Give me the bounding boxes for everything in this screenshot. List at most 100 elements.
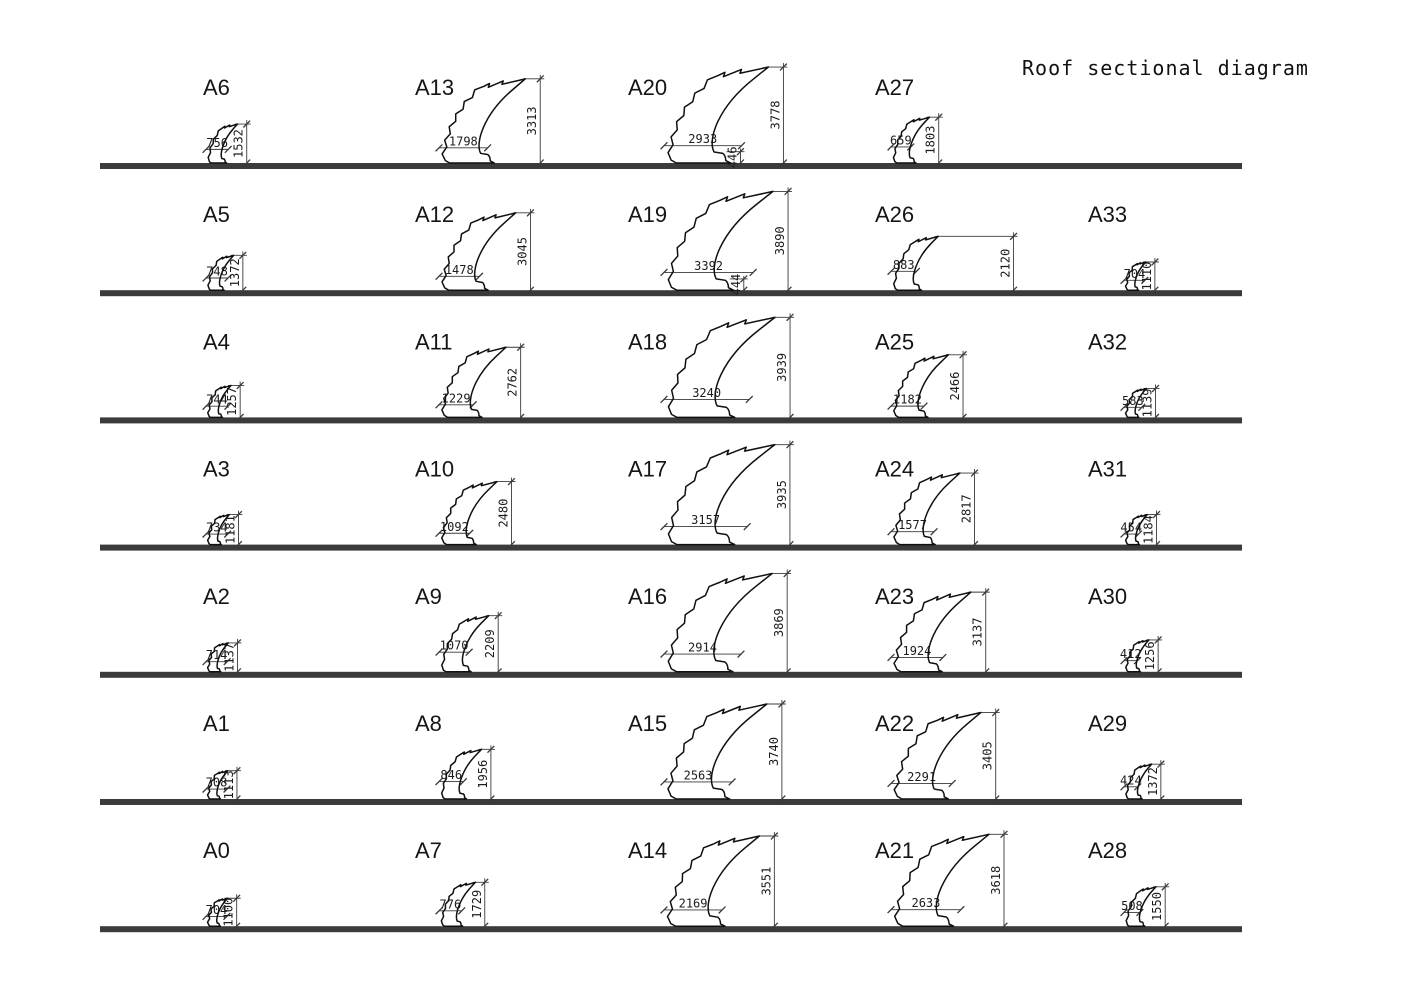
profile-label: A2 — [203, 584, 230, 609]
dim-tick — [233, 766, 241, 775]
profile-label: A15 — [628, 711, 667, 736]
profile-label: A19 — [628, 202, 667, 227]
height-dim-value: 1550 — [1150, 892, 1164, 921]
profile-label: A11 — [415, 329, 453, 354]
roof-profile-shape — [207, 123, 239, 164]
height-dim-value: 2209 — [483, 629, 497, 658]
height-dim-value: 3740 — [767, 737, 781, 766]
height-dim-value: 1532 — [232, 129, 246, 158]
profile-label: A5 — [203, 202, 230, 227]
dim-tick — [465, 648, 474, 657]
dim-tick — [475, 272, 484, 281]
dim-tick — [223, 530, 232, 538]
dim-tick — [957, 905, 965, 914]
height-dim-value: 1257 — [225, 387, 239, 416]
dim-tick — [435, 400, 443, 409]
height-dim-value: 3618 — [989, 866, 1003, 895]
profile-A21: A21 2633 3618 — [875, 830, 1008, 931]
dim-tick — [536, 159, 545, 167]
roof-profile-shape — [1124, 261, 1147, 291]
roof-profile-shape — [441, 346, 507, 419]
width-dim-value: 3392 — [694, 259, 723, 273]
height-dim-value: 3869 — [772, 608, 786, 637]
profile-A18: A18 3240 3939 — [628, 313, 795, 422]
dim-tick — [660, 522, 668, 531]
dim-tick — [1154, 636, 1163, 644]
dim-tick — [736, 159, 745, 167]
width-dim-value: 1798 — [449, 134, 478, 148]
dim-tick — [1000, 922, 1008, 931]
dim-tick — [223, 912, 231, 921]
dim-tick — [887, 267, 895, 276]
profile-label: A8 — [415, 711, 442, 736]
dim-tick — [920, 402, 928, 410]
dim-tick — [778, 700, 786, 708]
profile-label: A1 — [203, 711, 230, 736]
width-dim-value: 1924 — [902, 644, 931, 658]
dim-tick — [236, 413, 245, 422]
width-dim-value: 1229 — [442, 391, 471, 405]
height-dim-value: 1113 — [222, 770, 236, 799]
dim-tick — [887, 527, 895, 536]
dim-tick — [224, 402, 232, 411]
dim-tick — [1141, 276, 1149, 285]
dim-tick — [242, 120, 251, 128]
height-dim-value: 3890 — [773, 226, 787, 255]
dim-tick — [233, 639, 242, 647]
dim-tick — [242, 159, 251, 167]
dim-tick — [739, 275, 748, 283]
width-dim-value: 846 — [440, 768, 462, 782]
profile-A16: A16 2914 3869 — [628, 569, 792, 676]
width-dim-value: 2563 — [684, 768, 713, 782]
dim-tick — [970, 469, 979, 477]
dim-tick — [494, 667, 503, 676]
dim-tick — [1151, 384, 1160, 393]
height-dim-value: 2762 — [506, 368, 520, 397]
dim-tick — [959, 350, 967, 359]
dim-tick — [223, 657, 231, 666]
profile-label: A24 — [875, 457, 914, 482]
dim-tick — [660, 268, 668, 277]
height-dim-value: 1372 — [1146, 767, 1160, 796]
dim-tick — [1154, 667, 1163, 676]
dim-tick — [718, 906, 726, 914]
dim-tick — [939, 653, 947, 662]
dim-tick — [887, 653, 895, 662]
profile-label: A9 — [415, 584, 442, 609]
dim-tick — [739, 286, 748, 295]
dim-tick — [526, 286, 535, 295]
dim-tick — [1120, 276, 1128, 285]
dim-tick — [202, 785, 210, 793]
dim-tick — [1000, 830, 1008, 839]
dim-tick — [1152, 510, 1161, 519]
dim-tick — [1152, 540, 1161, 549]
dim-tick — [728, 778, 736, 786]
ground-line — [100, 799, 1242, 805]
roof-profile-shape — [1124, 387, 1148, 419]
dim-tick — [1151, 258, 1159, 266]
dim-tick — [786, 440, 794, 449]
dim-tick — [1120, 403, 1128, 412]
dim-tick — [660, 395, 668, 404]
dim-tick — [737, 141, 746, 150]
profile-A25: A25 1182 2466 — [875, 329, 968, 422]
dim-tick — [202, 274, 210, 282]
height-dim-value: 2480 — [496, 499, 510, 528]
dim-tick — [507, 540, 516, 549]
dim-tick — [238, 251, 247, 260]
profile-label: A10 — [415, 457, 454, 482]
width-dim-value: 583 — [1122, 394, 1144, 408]
height-dim-value: 1100 — [222, 898, 236, 927]
width-dim-value: 883 — [893, 258, 915, 272]
profile-label: A14 — [628, 838, 667, 863]
roof-profile-shape — [666, 835, 761, 927]
dim-tick — [1151, 286, 1159, 295]
dim-tick — [232, 894, 241, 903]
dim-tick — [959, 413, 967, 422]
profile-label: A30 — [1088, 584, 1127, 609]
